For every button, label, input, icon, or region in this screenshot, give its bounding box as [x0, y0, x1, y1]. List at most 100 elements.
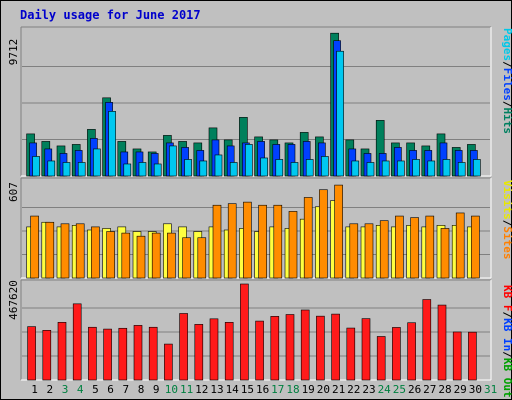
bar-sites-day-26: [410, 217, 419, 279]
day-label-24: 24: [378, 383, 392, 396]
bar-sites-day-24: [379, 220, 389, 279]
bar-kb-f-day-29: [452, 331, 462, 381]
legend-hits: Hits: [501, 108, 512, 135]
bar-sites-day-21: [334, 184, 343, 279]
bar-sites-day-6: [106, 231, 115, 279]
panel-visits-ymax: 607: [7, 182, 20, 202]
bar-sites-day-12: [197, 237, 207, 279]
day-label-16: 16: [256, 383, 269, 396]
legend-kb-f: KB F: [501, 285, 512, 312]
bar-sites-day-17: [273, 204, 283, 279]
panel-hits-bars: [26, 32, 481, 177]
bar-kb-f-day-3: [57, 322, 67, 381]
day-label-23: 23: [362, 383, 375, 396]
day-label-17: 17: [271, 383, 284, 396]
legend-pages: Pages: [501, 28, 512, 61]
panel-hits-legend: Pages/Files/Hits: [501, 28, 512, 134]
bar-sites-day-19: [303, 197, 313, 279]
legend-visits: Visits: [501, 180, 512, 220]
bar-pages-day-13: [214, 154, 223, 177]
day-label-25: 25: [393, 383, 406, 396]
day-label-26: 26: [408, 383, 421, 396]
panel-kbytes-bars: [27, 283, 477, 381]
bar-sites-day-30: [471, 215, 480, 279]
bar-kb-f-day-24: [376, 336, 386, 381]
bar-kb-f-day-2: [42, 330, 52, 381]
bar-sites-day-7: [121, 232, 131, 279]
bar-pages-day-15: [245, 144, 253, 177]
day-label-4: 4: [77, 383, 84, 396]
bar-kb-f-day-28: [437, 304, 447, 381]
day-label-12: 12: [195, 383, 208, 396]
bar-sites-day-18: [288, 211, 298, 279]
bar-sites-day-20: [319, 189, 328, 279]
day-label-28: 28: [438, 383, 451, 396]
bar-kb-f-day-14: [224, 322, 234, 381]
bar-pages-day-30: [473, 159, 481, 177]
bar-pages-day-18: [290, 162, 299, 177]
bar-pages-day-26: [412, 159, 420, 177]
bar-sites-day-25: [395, 215, 404, 279]
day-label-7: 7: [122, 383, 129, 396]
legend-kb-in: KB In: [501, 318, 512, 351]
bar-sites-day-16: [258, 204, 267, 279]
bar-pages-day-20: [321, 156, 329, 177]
bar-pages-day-12: [199, 160, 208, 177]
bar-kb-f-day-10: [164, 343, 173, 381]
day-label-15: 15: [241, 383, 254, 396]
panel-visits-bars: [26, 184, 480, 279]
bar-pages-day-22: [351, 160, 360, 177]
bar-sites-day-27: [425, 215, 435, 279]
bar-pages-day-10: [169, 145, 177, 177]
day-axis-labels: 1 2 3 4 5 6 7 8 9 10 11 12 13 14 15 16 17 18 19 20 21 22 23 24 2…: [31, 383, 497, 396]
day-label-5: 5: [92, 383, 99, 396]
panel-kbytes: 467620 KB F/KB In/KB Out: [7, 279, 512, 398]
day-label-9: 9: [153, 383, 160, 396]
bar-sites-day-1: [30, 215, 39, 279]
bar-sites-day-11: [182, 237, 191, 279]
bar-pages-day-6: [108, 111, 116, 177]
day-label-11: 11: [180, 383, 193, 396]
panel-hits: 9712 Pages/Files/Hits: [7, 26, 512, 177]
panel-kbytes-legend: KB F/KB In/KB Out: [501, 285, 512, 398]
bar-kb-f-day-20: [316, 315, 325, 381]
bar-kb-f-day-5: [88, 326, 97, 381]
bar-sites-day-29: [455, 212, 465, 279]
bar-kb-f-day-22: [346, 327, 356, 381]
bar-sites-day-23: [364, 223, 374, 279]
bar-pages-day-1: [32, 156, 40, 177]
bar-kb-f-day-17: [270, 316, 280, 381]
bar-sites-day-14: [227, 203, 237, 279]
bar-kb-f-day-26: [407, 322, 416, 381]
day-label-27: 27: [423, 383, 436, 396]
day-label-14: 14: [226, 383, 240, 396]
bar-sites-day-28: [440, 228, 450, 279]
bar-kb-f-day-30: [468, 331, 477, 381]
day-label-13: 13: [210, 383, 223, 396]
day-label-10: 10: [165, 383, 178, 396]
day-label-30: 30: [469, 383, 482, 396]
bar-pages-day-14: [229, 162, 238, 177]
bar-sites-day-15: [243, 201, 252, 279]
bar-pages-day-29: [457, 162, 466, 177]
bar-kb-f-day-11: [179, 313, 188, 381]
bar-kb-f-day-19: [300, 309, 310, 381]
bar-pages-day-27: [427, 160, 436, 177]
bar-sites-day-10: [167, 232, 176, 279]
bar-pages-day-19: [305, 159, 314, 177]
bar-pages-day-17: [275, 159, 284, 177]
day-label-18: 18: [286, 383, 299, 396]
bar-pages-day-11: [184, 159, 192, 177]
bar-pages-day-24: [381, 160, 390, 177]
day-label-29: 29: [454, 383, 467, 396]
day-label-19: 19: [302, 383, 315, 396]
bar-kb-f-day-25: [392, 327, 401, 381]
day-label-3: 3: [62, 383, 69, 396]
bar-pages-day-8: [138, 162, 147, 177]
bar-kb-f-day-7: [118, 327, 128, 381]
day-label-31: 31: [484, 383, 497, 396]
bar-pages-day-9: [153, 163, 162, 177]
day-label-2: 2: [46, 383, 53, 396]
bar-kb-f-day-27: [422, 299, 432, 381]
